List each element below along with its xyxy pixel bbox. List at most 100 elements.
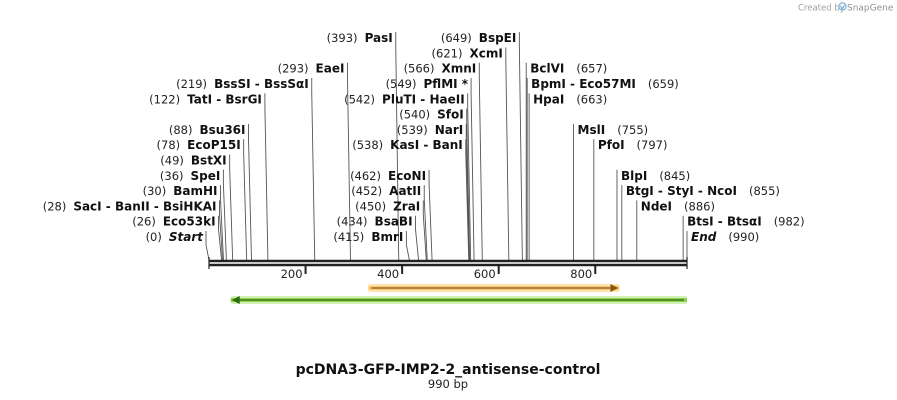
enzyme-site-label: TatI - BsrGI (122) (149, 92, 262, 106)
site-leader-line (229, 154, 234, 261)
sequence-backbone (208, 257, 688, 269)
enzyme-site-label: MslI (755) (578, 123, 649, 137)
enzyme-name: NdeI (641, 199, 672, 213)
enzyme-name: BmrI (371, 230, 403, 244)
enzyme-site-label: PasI (393) (327, 31, 393, 45)
site-leader-line (466, 108, 471, 261)
site-leader-line (467, 93, 472, 261)
enzyme-site-label: BsaBI (434) (337, 215, 413, 229)
site-leader-line (220, 185, 224, 261)
enzyme-name: AatII (389, 184, 421, 198)
site-position: (886) (684, 199, 715, 213)
enzyme-site-label: ZraI (450) (355, 199, 420, 213)
site-leader-line (219, 200, 223, 261)
site-position: (663) (576, 92, 607, 106)
green-feature-arrowhead (231, 296, 240, 304)
enzyme-site-label: NdeI (886) (641, 199, 715, 213)
site-position: (657) (576, 62, 607, 76)
enzyme-site-label: XmnI (566) (404, 62, 477, 76)
enzyme-name: MslI (578, 123, 606, 137)
site-position: (415) (333, 230, 364, 244)
site-position: (78) (157, 138, 181, 152)
enzyme-name: NarI (435, 123, 464, 137)
ruler-tick-label: 800 (570, 267, 592, 281)
enzyme-name: BclVI (530, 62, 564, 76)
enzyme-site-label: BlpI (845) (621, 169, 690, 183)
enzyme-site-label: BstXI (49) (160, 154, 226, 168)
site-position: (122) (149, 92, 180, 106)
enzyme-site-label: Bsu36I (88) (169, 123, 246, 137)
site-leader-line (505, 47, 510, 261)
enzyme-site-label: EcoP15I (78) (157, 138, 241, 152)
site-leader-line (395, 32, 400, 261)
site-position: (540) (399, 108, 430, 122)
enzyme-name: XcmI (469, 46, 502, 60)
enzyme-name: Eco53kI (163, 215, 216, 229)
site-position: (30) (143, 184, 167, 198)
site-position: (549) (386, 77, 417, 91)
enzyme-name: TatI - BsrGI (187, 92, 262, 106)
map-length: 990 bp (428, 377, 468, 391)
site-position: (36) (160, 169, 184, 183)
enzyme-name: PflMI * (424, 77, 469, 91)
enzyme-site-label: BclVI (657) (530, 62, 607, 76)
site-position: (755) (617, 123, 648, 137)
enzyme-name: Start (169, 230, 204, 244)
enzyme-name: EaeI (316, 62, 345, 76)
enzyme-name: PasI (365, 31, 393, 45)
site-position: (566) (404, 62, 435, 76)
enzyme-name: SacI - BanII - BsiHKAI (73, 199, 216, 213)
enzyme-name: XmnI (442, 62, 477, 76)
site-position: (797) (637, 138, 668, 152)
enzyme-name: BssSI - BssSαI (214, 77, 309, 91)
site-leader-line (248, 123, 252, 261)
position-ruler: 200 400 600 800 (281, 266, 597, 281)
enzyme-site-label: NarI (539) (397, 123, 463, 137)
enzyme-site-label: PflMI * (549) (386, 77, 469, 91)
site-position: (434) (337, 215, 368, 229)
site-position: (293) (278, 62, 309, 76)
enzyme-site-label: BpmI - Eco57MI (659) (531, 77, 679, 91)
site-position: (450) (355, 199, 386, 213)
ruler-tick-label: 200 (281, 267, 303, 281)
enzyme-name: BtsI - BtsαI (687, 215, 762, 229)
snapgene-logo-icon (838, 2, 847, 11)
enzyme-site-label: Start (0) (146, 230, 205, 244)
enzyme-name: BsaBI (375, 215, 413, 229)
site-position: (26) (132, 215, 156, 229)
orange-feature-arrowhead (610, 284, 619, 292)
site-leader-line (405, 231, 410, 261)
site-leader-line (428, 169, 433, 261)
site-leader-line (243, 139, 248, 261)
site-position: (659) (648, 77, 679, 91)
ruler-tick-label: 600 (474, 267, 496, 281)
enzyme-labels: Start (0)Eco53kI (26) SacI - BanII - BsiHKA… (43, 31, 805, 244)
enzyme-site-label: BmrI (415) (333, 230, 403, 244)
site-leader-line (465, 123, 470, 261)
site-leader-line (415, 215, 419, 261)
enzyme-site-label: AatII (452) (351, 184, 421, 198)
site-position: (542) (344, 92, 375, 106)
enzyme-name: EcoP15I (187, 138, 241, 152)
site-position: (219) (176, 77, 207, 91)
credit-brand: SnapGene (847, 4, 894, 14)
enzyme-site-label: KasI - BanI (538) (352, 138, 463, 152)
enzyme-site-label: End (990) (691, 230, 759, 244)
enzyme-site-label: BspEI (649) (441, 31, 516, 45)
enzyme-site-label: BamHI (30) (143, 184, 218, 198)
enzyme-name: BlpI (621, 169, 647, 183)
site-leader-line (478, 62, 483, 261)
enzyme-name: BpmI - Eco57MI (531, 77, 636, 91)
site-leader-line (470, 78, 475, 261)
enzyme-site-label: PfoI (797) (598, 138, 668, 152)
site-position: (990) (728, 230, 759, 244)
site-position: (539) (397, 123, 428, 137)
site-leader-line (218, 215, 223, 261)
enzyme-site-label: BtsI - BtsαI (982) (687, 215, 805, 229)
map-title: pcDNA3-GFP-IMP2-2_antisense-control (296, 362, 601, 378)
site-leader-line (465, 139, 470, 261)
site-leader-line (518, 32, 523, 261)
enzyme-name: HpaI (533, 92, 564, 106)
enzyme-name: KasI - BanI (390, 138, 463, 152)
